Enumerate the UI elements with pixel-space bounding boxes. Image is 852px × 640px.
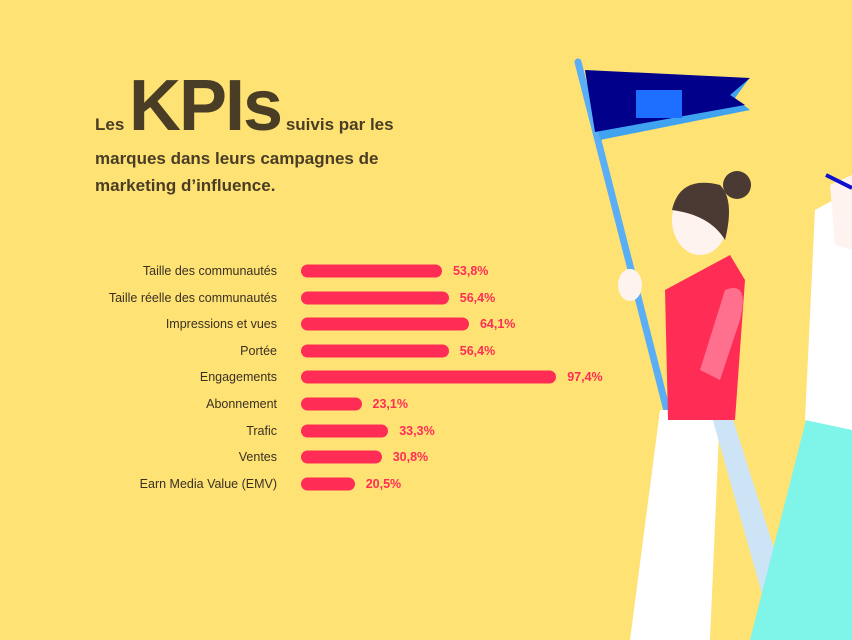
category-label: Earn Media Value (EMV)	[139, 476, 277, 491]
second-person-cap	[825, 173, 852, 190]
title-line3: marketing d’influence.	[95, 176, 276, 195]
person-arm	[700, 288, 743, 380]
person-hand	[618, 269, 642, 301]
value-label: 20,5%	[365, 476, 402, 491]
bar	[301, 370, 557, 384]
bar	[301, 477, 355, 491]
title-line1: suivis par les	[285, 115, 394, 134]
category-label: Trafic	[246, 423, 277, 438]
category-label: Abonnement	[206, 397, 277, 411]
category-label: Taille réelle des communautés	[108, 290, 277, 305]
bar	[301, 450, 382, 464]
title-line1-row: Les KPIs suivis par les	[95, 70, 394, 142]
value-label: 64,1%	[479, 317, 516, 332]
person-legs	[630, 410, 720, 640]
flag-emblem	[636, 90, 682, 118]
value-label: 30,8%	[392, 450, 429, 465]
second-person-shirt	[805, 190, 852, 430]
value-label: 97,4%	[567, 370, 603, 385]
bar	[301, 291, 449, 305]
category-label: Impressions et vues	[165, 317, 277, 332]
category-label: Taille des communautés	[142, 264, 277, 278]
bar	[301, 397, 362, 411]
people-with-flag-illustration	[574, 58, 852, 640]
bar	[301, 317, 469, 331]
person-hair-bun	[723, 171, 751, 199]
second-person-face	[830, 175, 852, 250]
value-label: 23,1%	[372, 397, 408, 411]
category-label: Engagements	[199, 370, 277, 385]
title-prefix: Les	[95, 115, 125, 134]
bar	[301, 424, 389, 438]
bar	[301, 344, 449, 358]
title-highlight: KPIs	[129, 66, 283, 146]
category-label: Ventes	[238, 450, 277, 465]
value-label: 33,3%	[399, 423, 435, 438]
value-label: 56,4%	[459, 290, 496, 305]
bar	[301, 264, 442, 278]
title-line2: marques dans leurs campagnes de	[95, 149, 379, 168]
value-label: 56,4%	[459, 343, 496, 358]
second-person-legs	[750, 400, 852, 640]
person-hair	[672, 182, 729, 240]
chart-title: Les KPIs suivis par les marques dans leu…	[95, 70, 455, 200]
value-label: 53,8%	[452, 264, 489, 278]
category-label: Portée	[240, 343, 277, 358]
